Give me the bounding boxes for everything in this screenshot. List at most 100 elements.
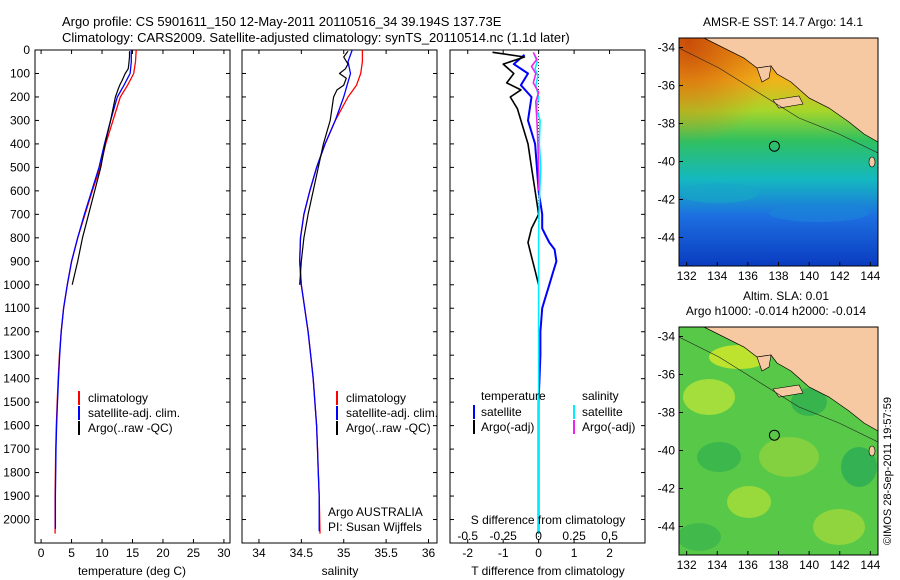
- header-line-1: Argo profile: CS 5901611_150 12-May-2011…: [62, 14, 502, 29]
- map-x-tick-label: 142: [830, 558, 850, 572]
- y-tick-label: 1500: [3, 395, 30, 409]
- y-tick-label: 200: [10, 90, 30, 104]
- map-y-tick-label: -34: [658, 330, 676, 344]
- sla-anomaly-low: [841, 447, 877, 487]
- x-tick-label: 15: [126, 546, 140, 560]
- difference-series-group: [492, 50, 558, 543]
- sst-spencer-gulf: [756, 65, 772, 83]
- y-tick-label: 300: [10, 113, 30, 127]
- y-tick-label: 1700: [3, 442, 30, 456]
- x-tick-label: 35.5: [374, 546, 398, 560]
- map-x-tick-label: 134: [707, 269, 727, 283]
- map-y-tick-label: -36: [658, 368, 676, 382]
- legend-argo-label: Argo(..raw -QC): [88, 421, 173, 435]
- map-x-tick-label: 140: [799, 269, 819, 283]
- sla-spencer-gulf: [756, 354, 772, 372]
- map-y-tick-label: -38: [658, 406, 676, 420]
- sla-king-island: [868, 445, 876, 457]
- legend-salinity-title: salinity: [582, 389, 619, 403]
- y-tick-label: 0: [23, 43, 30, 57]
- map-x-tick-label: 134: [707, 558, 727, 572]
- sla-map-title: Altim. SLA: 0.01: [743, 289, 829, 303]
- temperature-axes-box: [34, 49, 231, 544]
- x-tick-label: -1: [498, 546, 509, 560]
- map-y-tick-label: -36: [658, 79, 676, 93]
- difference-axes-box: [449, 49, 646, 544]
- s-difference-label: S difference from climatology: [471, 513, 626, 527]
- sst-eddy: [679, 183, 759, 203]
- timestamp-stamp: ©IMOS 28-Sep-2011 19:57:59: [882, 397, 894, 545]
- salinity-series-2: [299, 50, 349, 285]
- salinity-xlabel: salinity: [322, 564, 359, 578]
- temperature-ticks-group: 0 5 10 15 20 25 300100200300400500600700800900…: [3, 43, 231, 560]
- x-tick-label: 34: [252, 546, 266, 560]
- sla-shelf-contour: [679, 336, 878, 443]
- legend-temperature-title: temperature: [481, 389, 546, 403]
- map-y-tick-label: -44: [658, 520, 676, 534]
- y-tick-label: 600: [10, 184, 30, 198]
- y-tick-label: 1600: [3, 419, 30, 433]
- pi-annotation: PI: Susan Wijffels: [328, 520, 422, 534]
- legend-s-argo-label: Argo(-adj): [582, 420, 635, 434]
- y-tick-label: 1800: [3, 466, 30, 480]
- map-x-tick-label: 136: [738, 269, 758, 283]
- sla-anomaly-high: [759, 437, 819, 477]
- sst-map-panel: AMSR-E SST: 14.7 Argo: 14.1: [658, 15, 881, 283]
- s-difference-tick-label: 0.5: [601, 529, 618, 543]
- map-y-tick-label: -40: [658, 155, 676, 169]
- y-tick-label: 1200: [3, 325, 30, 339]
- y-tick-label: 800: [10, 231, 30, 245]
- map-x-tick-label: 132: [677, 558, 697, 572]
- x-tick-label: 30: [217, 546, 231, 560]
- sst-map-image: [679, 38, 878, 266]
- t-difference-xlabel: T difference from climatology: [471, 564, 625, 578]
- legend-t-argo-label: Argo(-adj): [481, 420, 534, 434]
- y-tick-label: 900: [10, 254, 30, 268]
- y-tick-label: 700: [10, 207, 30, 221]
- difference-series-3: [530, 51, 540, 191]
- map-x-tick-label: 144: [860, 269, 880, 283]
- map-y-tick-label: -44: [658, 231, 676, 245]
- x-tick-label: 25: [187, 546, 201, 560]
- sla-map-image: [679, 327, 878, 555]
- temperature-legend: climatology satellite-adj. clim. Argo(..…: [78, 391, 180, 435]
- salinity-series-1: [299, 49, 353, 532]
- difference-legend: temperature satellite Argo(-adj) salinit…: [473, 389, 635, 434]
- temperature-xlabel: temperature (deg C): [78, 564, 186, 578]
- temperature-series-0: [54, 49, 137, 534]
- sla-anomaly-low: [791, 388, 827, 416]
- temperature-series-1: [54, 50, 132, 529]
- sla-ticks-group: 132 134 136 138 140 142 144 -34 -36 -38 -40 -42 -44: [658, 330, 881, 573]
- x-tick-label: 35: [337, 546, 351, 560]
- difference-ticks-group: -2 -1 0 1 2: [450, 49, 645, 560]
- map-x-tick-label: 138: [768, 269, 788, 283]
- sst-shelf-contour: [679, 47, 878, 154]
- x-tick-label: 20: [156, 546, 170, 560]
- sla-anomaly-high: [813, 509, 865, 545]
- s-difference-tick-label: 0: [535, 529, 542, 543]
- legend-t-satellite-label: satellite: [481, 405, 522, 419]
- sst-king-island: [868, 156, 876, 168]
- map-x-tick-label: 140: [799, 558, 819, 572]
- map-y-tick-label: -40: [658, 444, 676, 458]
- salinity-series-0: [299, 50, 364, 534]
- sst-ticks-group: 132 134 136 138 140 142 144 -34 -36 -38 -40 -42 -44: [658, 41, 881, 284]
- difference-panel: -2 -1 0 1 2 S difference from climatology -0…: [449, 49, 646, 578]
- x-tick-label: -2: [462, 546, 473, 560]
- y-tick-label: 400: [10, 137, 30, 151]
- map-x-tick-label: 138: [768, 558, 788, 572]
- temperature-series-2: [71, 51, 131, 285]
- sla-map-panel: Altim. SLA: 0.01 Argo h1000: -0.014 h200…: [658, 289, 881, 572]
- x-tick-label: 10: [95, 546, 109, 560]
- sla-anomaly-low: [697, 442, 741, 472]
- y-tick-label: 1100: [4, 301, 30, 315]
- s-difference-ticks-group: -0.5 -0.25 0 0.25 0.5: [457, 529, 618, 543]
- sst-eddy: [769, 204, 869, 222]
- sla-argo-marker: [768, 429, 780, 441]
- x-tick-label: 34.5: [290, 546, 314, 560]
- sst-kangaroo-island: [772, 95, 804, 109]
- x-tick-label: 0: [535, 546, 542, 560]
- s-difference-tick-label: 0.25: [562, 529, 586, 543]
- difference-series-0: [512, 53, 558, 534]
- legend-satellite-label: satellite-adj. clim.: [346, 406, 438, 420]
